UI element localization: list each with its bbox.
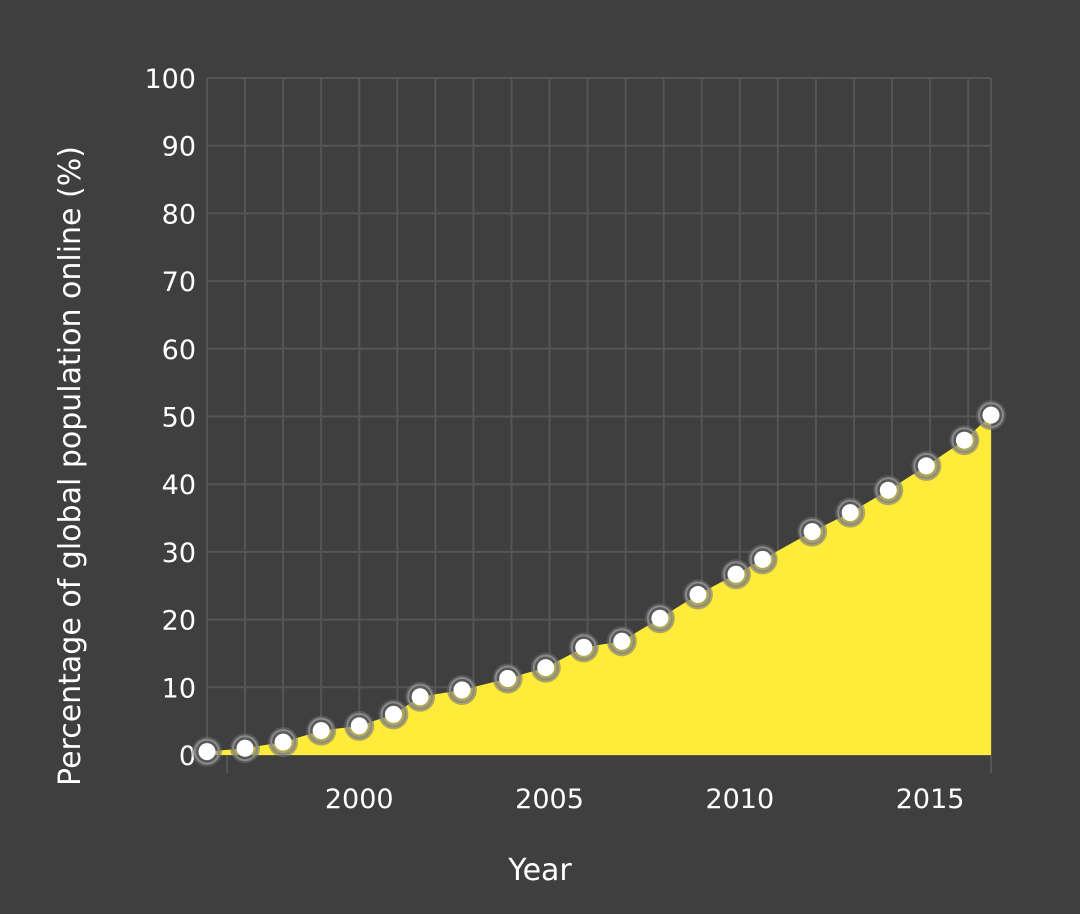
data-point-marker <box>727 565 745 583</box>
data-point-ring <box>684 581 711 608</box>
data-point <box>949 425 980 456</box>
data-point-marker <box>879 481 897 499</box>
area-series <box>207 415 991 755</box>
data-point <box>682 579 713 610</box>
y-tick-label: 10 <box>162 673 196 704</box>
data-point-ring <box>913 452 940 479</box>
x-axis-title: Year <box>507 853 572 888</box>
data-point-ring <box>532 654 559 681</box>
y-tick-label: 80 <box>162 199 196 230</box>
data-point <box>747 544 778 575</box>
y-tick-label: 30 <box>162 538 196 569</box>
data-point-marker <box>236 739 254 757</box>
data-point-ring <box>646 605 673 632</box>
data-point-marker <box>651 609 669 627</box>
data-point <box>721 559 752 590</box>
data-point-ring <box>346 712 373 739</box>
x-tick-label: 2000 <box>325 784 394 815</box>
x-tick-label: 2005 <box>515 784 584 815</box>
data-point-ring <box>837 499 864 526</box>
data-point-marker <box>312 722 330 740</box>
y-tick-label: 70 <box>162 267 196 298</box>
data-point <box>606 626 637 657</box>
data-point-marker <box>537 659 555 677</box>
data-point <box>230 733 261 764</box>
data-point-marker <box>955 431 973 449</box>
data-point-marker <box>982 406 1000 424</box>
data-point <box>873 475 904 506</box>
data-point <box>911 450 942 481</box>
data-point-marker <box>613 632 631 650</box>
data-point-ring <box>749 546 776 573</box>
data-point-ring <box>875 477 902 504</box>
area-fill <box>207 415 991 755</box>
data-point-ring <box>570 634 597 661</box>
data-point-ring <box>407 683 434 710</box>
data-point-ring <box>308 717 335 744</box>
data-point <box>797 516 828 547</box>
x-tick-label: 2015 <box>896 784 965 815</box>
x-tick-label: 2010 <box>705 784 774 815</box>
data-point-ring <box>448 677 475 704</box>
data-point-ring <box>494 665 521 692</box>
y-tick-label: 90 <box>162 132 196 163</box>
y-tick-label: 100 <box>144 64 196 95</box>
data-point <box>344 710 375 741</box>
data-point-ring <box>799 518 826 545</box>
data-point <box>405 681 436 712</box>
data-point <box>644 603 675 634</box>
data-point <box>976 400 1006 431</box>
data-point-ring <box>270 729 297 756</box>
data-point-ring <box>978 402 1004 429</box>
data-point-marker <box>754 550 772 568</box>
data-point <box>492 663 523 694</box>
data-point <box>192 736 222 767</box>
data-point-ring <box>951 427 978 454</box>
data-point <box>530 652 561 683</box>
data-point-marker <box>453 681 471 699</box>
data-point-marker <box>274 733 292 751</box>
y-tick-label: 20 <box>162 606 196 637</box>
data-point <box>378 699 409 730</box>
y-tick-label: 0 <box>179 741 196 772</box>
y-tick-label: 50 <box>162 403 196 434</box>
axis-ticks: 0 10 20 30 40 50 60 70 80 90 100 2000 2005 2010 2015 <box>144 64 964 815</box>
data-point-marker <box>411 688 429 706</box>
data-point-marker <box>198 743 216 761</box>
data-point <box>568 632 599 663</box>
data-point-marker <box>689 586 707 604</box>
data-point-marker <box>384 705 402 723</box>
data-point-marker <box>499 669 517 687</box>
data-point-marker <box>917 457 935 475</box>
data-point <box>306 715 337 746</box>
data-point <box>446 675 477 706</box>
data-point <box>268 727 299 758</box>
data-point <box>835 497 866 528</box>
data-point-ring <box>194 738 220 765</box>
data-point-ring <box>380 701 407 728</box>
y-tick-label: 40 <box>162 470 196 501</box>
y-tick-label: 60 <box>162 335 196 366</box>
data-points <box>192 400 1006 767</box>
data-point-marker <box>841 504 859 522</box>
y-axis-title: Percentage of global population online (… <box>53 146 88 786</box>
data-point-ring <box>723 561 750 588</box>
data-point-marker <box>803 523 821 541</box>
data-point-ring <box>608 628 635 655</box>
data-point-marker <box>350 717 368 735</box>
data-point-marker <box>575 638 593 656</box>
data-point-ring <box>232 735 259 762</box>
